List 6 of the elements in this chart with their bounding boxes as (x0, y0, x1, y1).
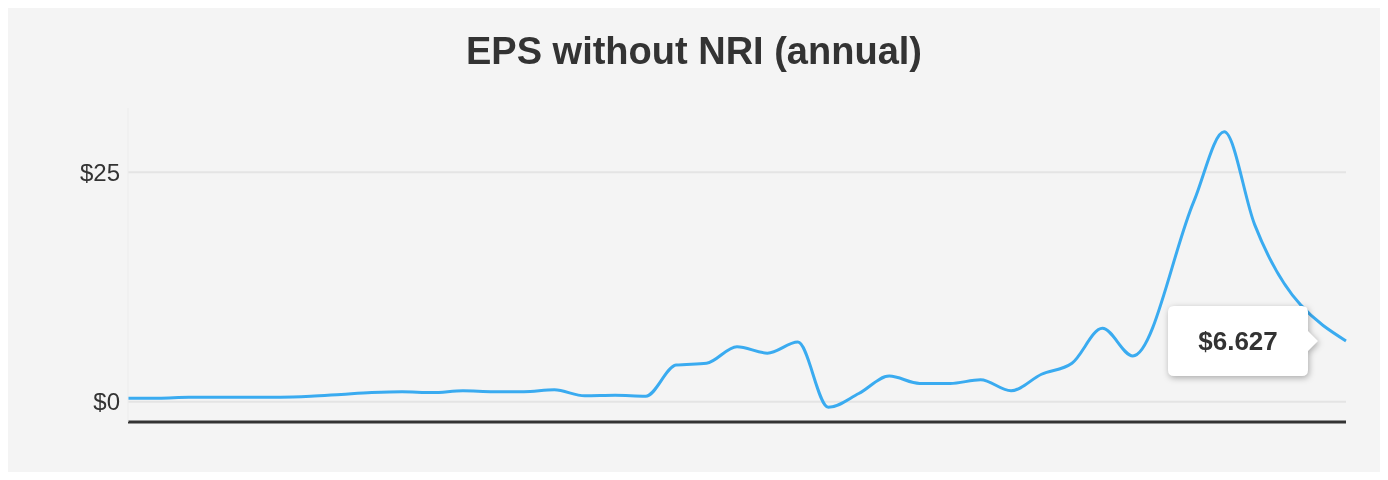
tooltip-callout: $6.627 (1168, 305, 1318, 376)
annotation: $6.627 (1198, 325, 1278, 356)
chart-title: EPS without NRI (annual) (465, 30, 923, 73)
line-series (126, 130, 1348, 409)
y-tick-label: $25 (79, 158, 120, 186)
y-tick-label: $0 (93, 388, 120, 416)
